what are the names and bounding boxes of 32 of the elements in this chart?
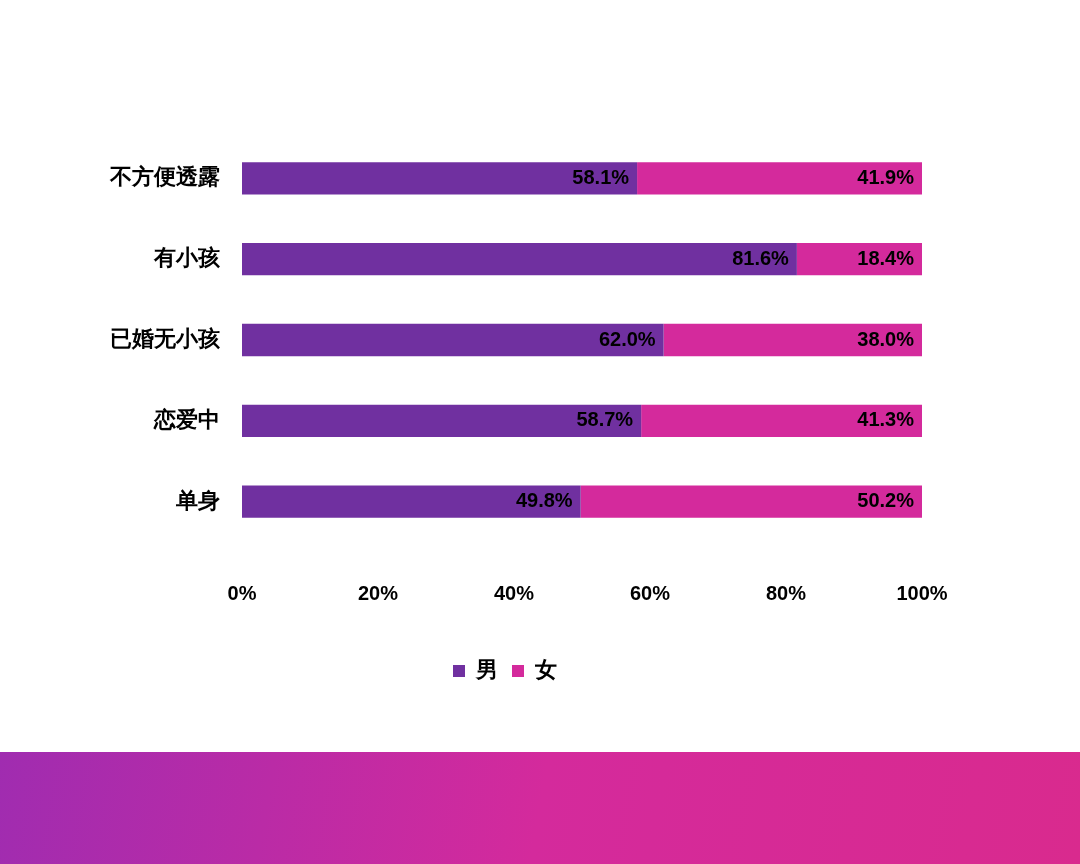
data-label: 58.1%: [572, 165, 630, 188]
bar: [242, 404, 642, 437]
bar: [637, 162, 922, 195]
bar: [242, 323, 664, 357]
bar: [242, 485, 581, 518]
y-tick-label: 不方便透露: [109, 164, 220, 190]
data-label: 18.4%: [857, 246, 915, 269]
x-tick-label: 80%: [765, 581, 807, 604]
data-label: 41.9%: [857, 165, 915, 188]
bar: [663, 323, 922, 357]
x-tick-label: 0%: [227, 581, 257, 604]
data-label: 81.6%: [732, 246, 790, 269]
bar: [242, 243, 797, 276]
x-tick-label: 100%: [896, 581, 948, 604]
bar: [580, 485, 922, 518]
legend-label: 女: [534, 657, 557, 683]
data-label: 58.7%: [576, 408, 634, 431]
y-tick-label: 已婚无小孩: [110, 326, 220, 352]
y-tick-label: 单身: [175, 487, 220, 513]
data-label: 41.3%: [857, 408, 915, 431]
data-label: 38.0%: [857, 327, 915, 350]
legend-label: 男: [475, 657, 498, 683]
data-label: 50.2%: [857, 489, 915, 512]
x-tick-label: 60%: [629, 581, 671, 604]
bar: [641, 404, 922, 437]
x-tick-label: 20%: [357, 581, 399, 604]
x-tick-label: 40%: [493, 581, 535, 604]
y-tick-label: 恋爱中: [153, 406, 220, 432]
bar: [242, 162, 638, 195]
y-tick-label: 有小孩: [153, 245, 220, 271]
data-label: 49.8%: [515, 489, 573, 512]
data-label: 62.0%: [598, 327, 656, 350]
